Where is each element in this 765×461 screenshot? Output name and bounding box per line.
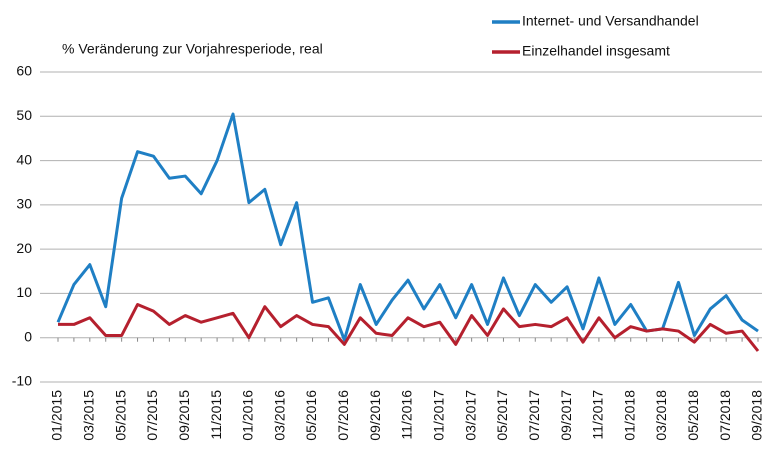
x-tick-label: 05/2018	[685, 390, 701, 441]
x-tick-label: 07/2015	[144, 390, 160, 441]
y-tick-label: 0	[24, 328, 32, 344]
x-tick-label: 05/2017	[494, 390, 510, 441]
y-tick-label: 60	[16, 63, 32, 79]
y-axis-label: % Veränderung zur Vorjahresperiode, real	[62, 41, 323, 57]
legend-label: Einzelhandel insgesamt	[522, 43, 670, 59]
x-tick-label: 03/2016	[271, 390, 287, 441]
x-tick-label: 09/2016	[367, 390, 383, 441]
y-tick-label: -10	[12, 373, 32, 389]
x-tick-label: 05/2016	[303, 390, 319, 441]
y-tick-label: 30	[16, 196, 32, 212]
x-tick-label: 03/2018	[653, 390, 669, 441]
x-tick-label: 07/2016	[335, 390, 351, 441]
series-line	[56, 112, 759, 342]
x-tick-label: 01/2015	[49, 390, 65, 441]
x-tick-label: 01/2018	[621, 390, 637, 441]
x-tick-label: 09/2018	[749, 390, 765, 441]
x-tick-label: 05/2015	[112, 390, 128, 441]
x-tick-label: 09/2017	[558, 390, 574, 441]
x-tick-label: 03/2017	[462, 390, 478, 441]
legend-label: Internet- und Versandhandel	[522, 13, 699, 29]
x-tick-label: 07/2018	[717, 390, 733, 441]
x-tick-label: 01/2017	[431, 390, 447, 441]
x-tick-label: 11/2015	[208, 390, 224, 440]
y-tick-label: 40	[16, 151, 32, 167]
x-tick-label: 01/2016	[240, 390, 256, 441]
x-tick-label: 11/2016	[399, 390, 415, 440]
x-tick-label: 11/2017	[590, 390, 606, 440]
x-tick-label: 09/2015	[176, 390, 192, 441]
x-tick-label: 03/2015	[81, 390, 97, 441]
y-tick-label: 50	[16, 107, 32, 123]
y-tick-label: 10	[16, 284, 32, 300]
y-tick-label: 20	[16, 240, 32, 256]
series-line	[58, 303, 760, 352]
x-tick-label: 07/2017	[526, 390, 542, 441]
